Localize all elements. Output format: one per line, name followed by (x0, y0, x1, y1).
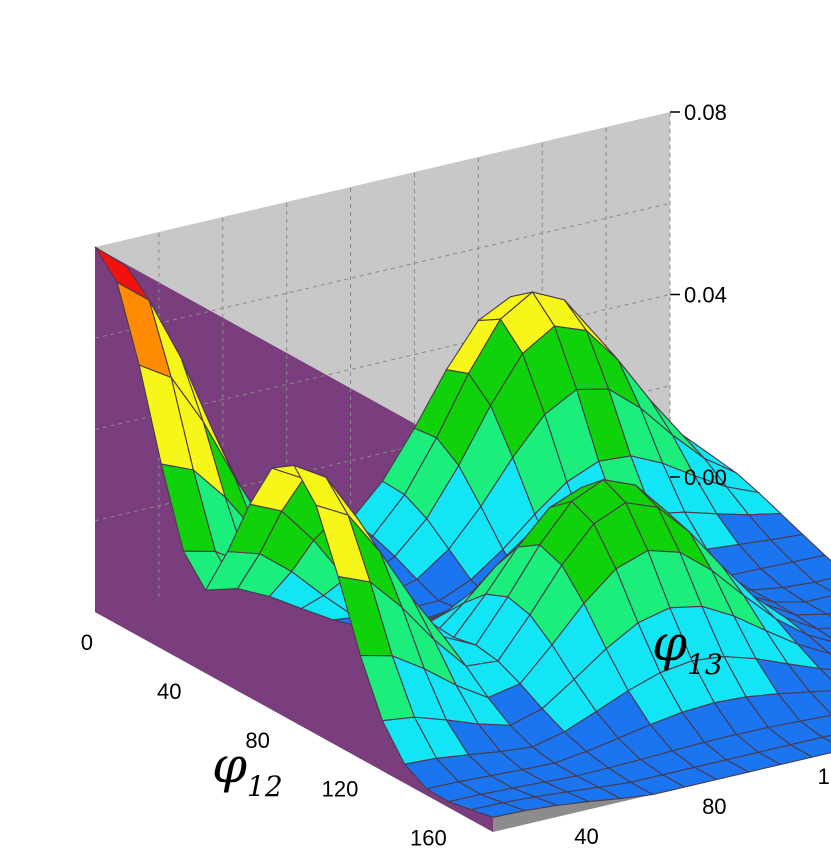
y-tick-label: 40 (574, 824, 598, 849)
x-tick-label: 40 (157, 679, 181, 704)
axis-ticks: 04080120160040801201600.000.040.08 (81, 100, 831, 851)
y-tick-label: 120 (818, 764, 831, 789)
z-tick-label: 0.00 (684, 465, 727, 490)
z-tick-label: 0.08 (684, 100, 727, 125)
surface-cell (468, 802, 527, 818)
x-axis-title: φ12 (212, 736, 283, 803)
x-tick-label: 160 (410, 826, 447, 851)
y-tick-label: 80 (702, 794, 726, 819)
x-tick-label: 0 (81, 630, 93, 655)
z-tick-label: 0.04 (684, 283, 727, 308)
x-tick-label: 120 (322, 777, 359, 802)
back-wall-gridline (94, 202, 671, 339)
y-axis-title: φ13 (652, 614, 723, 681)
x-tick-label: 80 (245, 728, 269, 753)
surface-mesh (94, 246, 831, 818)
